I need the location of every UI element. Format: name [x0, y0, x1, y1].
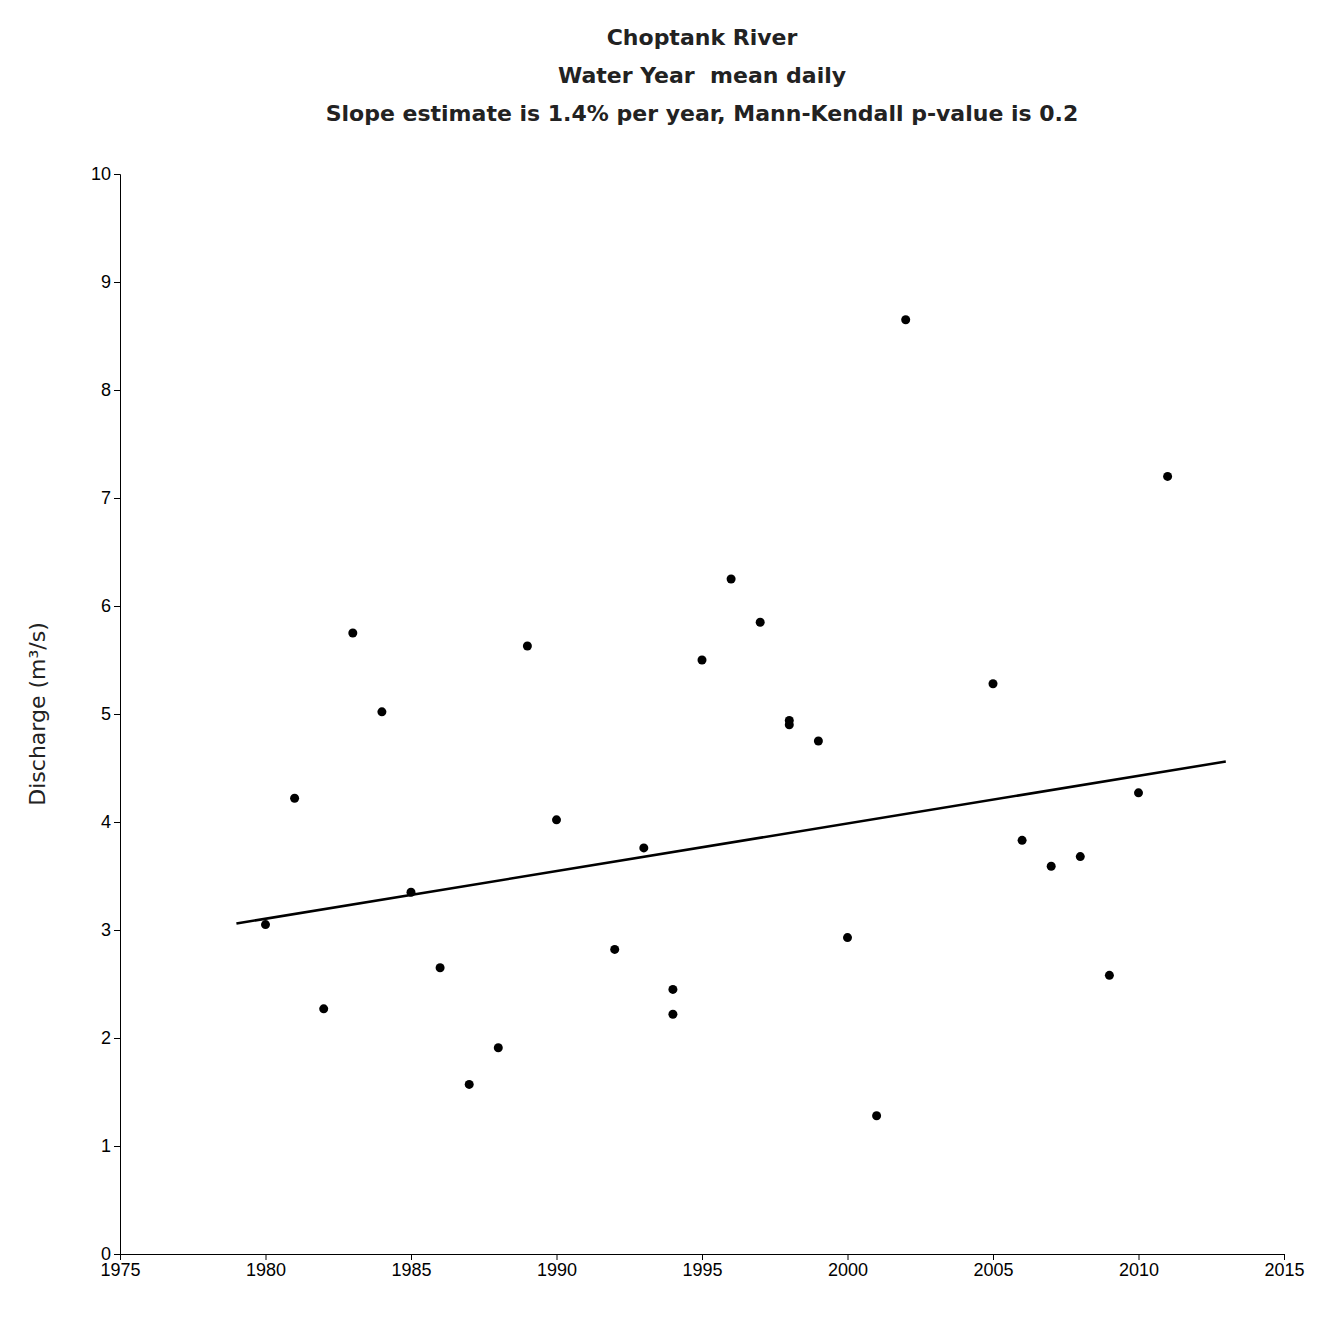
- point: [261, 920, 270, 929]
- tick: 5: [101, 704, 120, 724]
- point: [1076, 852, 1085, 861]
- point: [785, 720, 794, 729]
- tick-mark: [114, 822, 120, 823]
- point: [465, 1080, 474, 1089]
- tick-mark: [114, 606, 120, 607]
- point: [377, 707, 386, 716]
- point: [1134, 788, 1143, 797]
- point: [814, 737, 823, 746]
- marks: [236, 315, 1225, 1120]
- tick-label: 0: [101, 1244, 111, 1264]
- tick-mark: [114, 174, 120, 175]
- tick-label: 4: [101, 812, 111, 832]
- tick: 1995: [682, 1254, 722, 1280]
- y-axis-label: Discharge (m³/s): [25, 622, 50, 805]
- x-axis: 197519801985199019952000200520102015: [100, 1254, 1304, 1280]
- point: [552, 815, 561, 824]
- tick-label: 8: [101, 380, 111, 400]
- point: [407, 888, 416, 897]
- point: [1047, 862, 1056, 871]
- tick-label: 3: [101, 920, 111, 940]
- point: [348, 629, 357, 638]
- tick: 2000: [828, 1254, 868, 1280]
- tick-label: 1990: [537, 1260, 577, 1280]
- plot: 1975198019851990199520002005201020150123…: [91, 164, 1305, 1280]
- tick-mark: [114, 930, 120, 931]
- point: [494, 1043, 503, 1052]
- point: [319, 1004, 328, 1013]
- tick-mark: [114, 498, 120, 499]
- tick-label: 7: [101, 488, 111, 508]
- title: Choptank River Water Year mean daily Slope…: [326, 25, 1079, 126]
- point: [989, 679, 998, 688]
- tick: 1985: [391, 1254, 431, 1280]
- tick: 10: [91, 164, 120, 184]
- point: [523, 641, 532, 650]
- tick-mark: [114, 1254, 120, 1255]
- tick: 1990: [537, 1254, 577, 1280]
- point: [668, 1010, 677, 1019]
- tick-label: 1980: [246, 1260, 286, 1280]
- tick-mark: [114, 714, 120, 715]
- point-group: [668, 720, 881, 1120]
- point: [872, 1111, 881, 1120]
- title-line: Slope estimate is 1.4% per year, Mann-Ke…: [326, 101, 1079, 126]
- point: [1163, 472, 1172, 481]
- tick: 0: [101, 1244, 120, 1264]
- tick-mark: [114, 1146, 120, 1147]
- tick-label: 1995: [682, 1260, 722, 1280]
- tick-label: 1985: [391, 1260, 431, 1280]
- tick-mark: [114, 390, 120, 391]
- tick: 1: [101, 1136, 120, 1156]
- tick: 8: [101, 380, 120, 400]
- point: [610, 945, 619, 954]
- title-line: Choptank River: [607, 25, 798, 50]
- chart: Choptank River Water Year mean daily Slope…: [0, 0, 1344, 1344]
- tick-label: 1: [101, 1136, 111, 1156]
- y-axis: 0 1 2 3 4 5 6 7 8 9 10: [91, 164, 121, 1264]
- point: [1105, 971, 1114, 980]
- tick: 7: [101, 488, 120, 508]
- tick: 2: [101, 1028, 120, 1048]
- tick-label: 2: [101, 1028, 111, 1048]
- tick-mark: [114, 282, 120, 283]
- point-group: [261, 315, 1172, 1089]
- trend-line: [236, 762, 1225, 924]
- tick: 9: [101, 272, 120, 292]
- tick-label: 10: [91, 164, 111, 184]
- tick: 1980: [246, 1254, 286, 1280]
- point: [639, 843, 648, 852]
- tick-label: 6: [101, 596, 111, 616]
- background: [0, 0, 1344, 1344]
- axis-line: [114, 175, 121, 1255]
- tick-label: 9: [101, 272, 111, 292]
- tick-label: 2000: [828, 1260, 868, 1280]
- tick: 2015: [1264, 1254, 1304, 1280]
- title-line: Water Year mean daily: [558, 63, 846, 88]
- point: [698, 656, 707, 665]
- point: [1018, 836, 1027, 845]
- tick-label: 2005: [973, 1260, 1013, 1280]
- point: [756, 618, 765, 627]
- tick-label: 2015: [1264, 1260, 1304, 1280]
- tick: 3: [101, 920, 120, 940]
- point: [843, 933, 852, 942]
- point: [727, 575, 736, 584]
- point: [290, 794, 299, 803]
- point: [901, 315, 910, 324]
- tick: 4: [101, 812, 120, 832]
- tick-label: 5: [101, 704, 111, 724]
- point: [668, 985, 677, 994]
- tick-mark: [114, 1038, 120, 1039]
- tick-label: 2010: [1119, 1260, 1159, 1280]
- tick: 2005: [973, 1254, 1013, 1280]
- point: [436, 963, 445, 972]
- tick: 2010: [1119, 1254, 1159, 1280]
- tick: 6: [101, 596, 120, 616]
